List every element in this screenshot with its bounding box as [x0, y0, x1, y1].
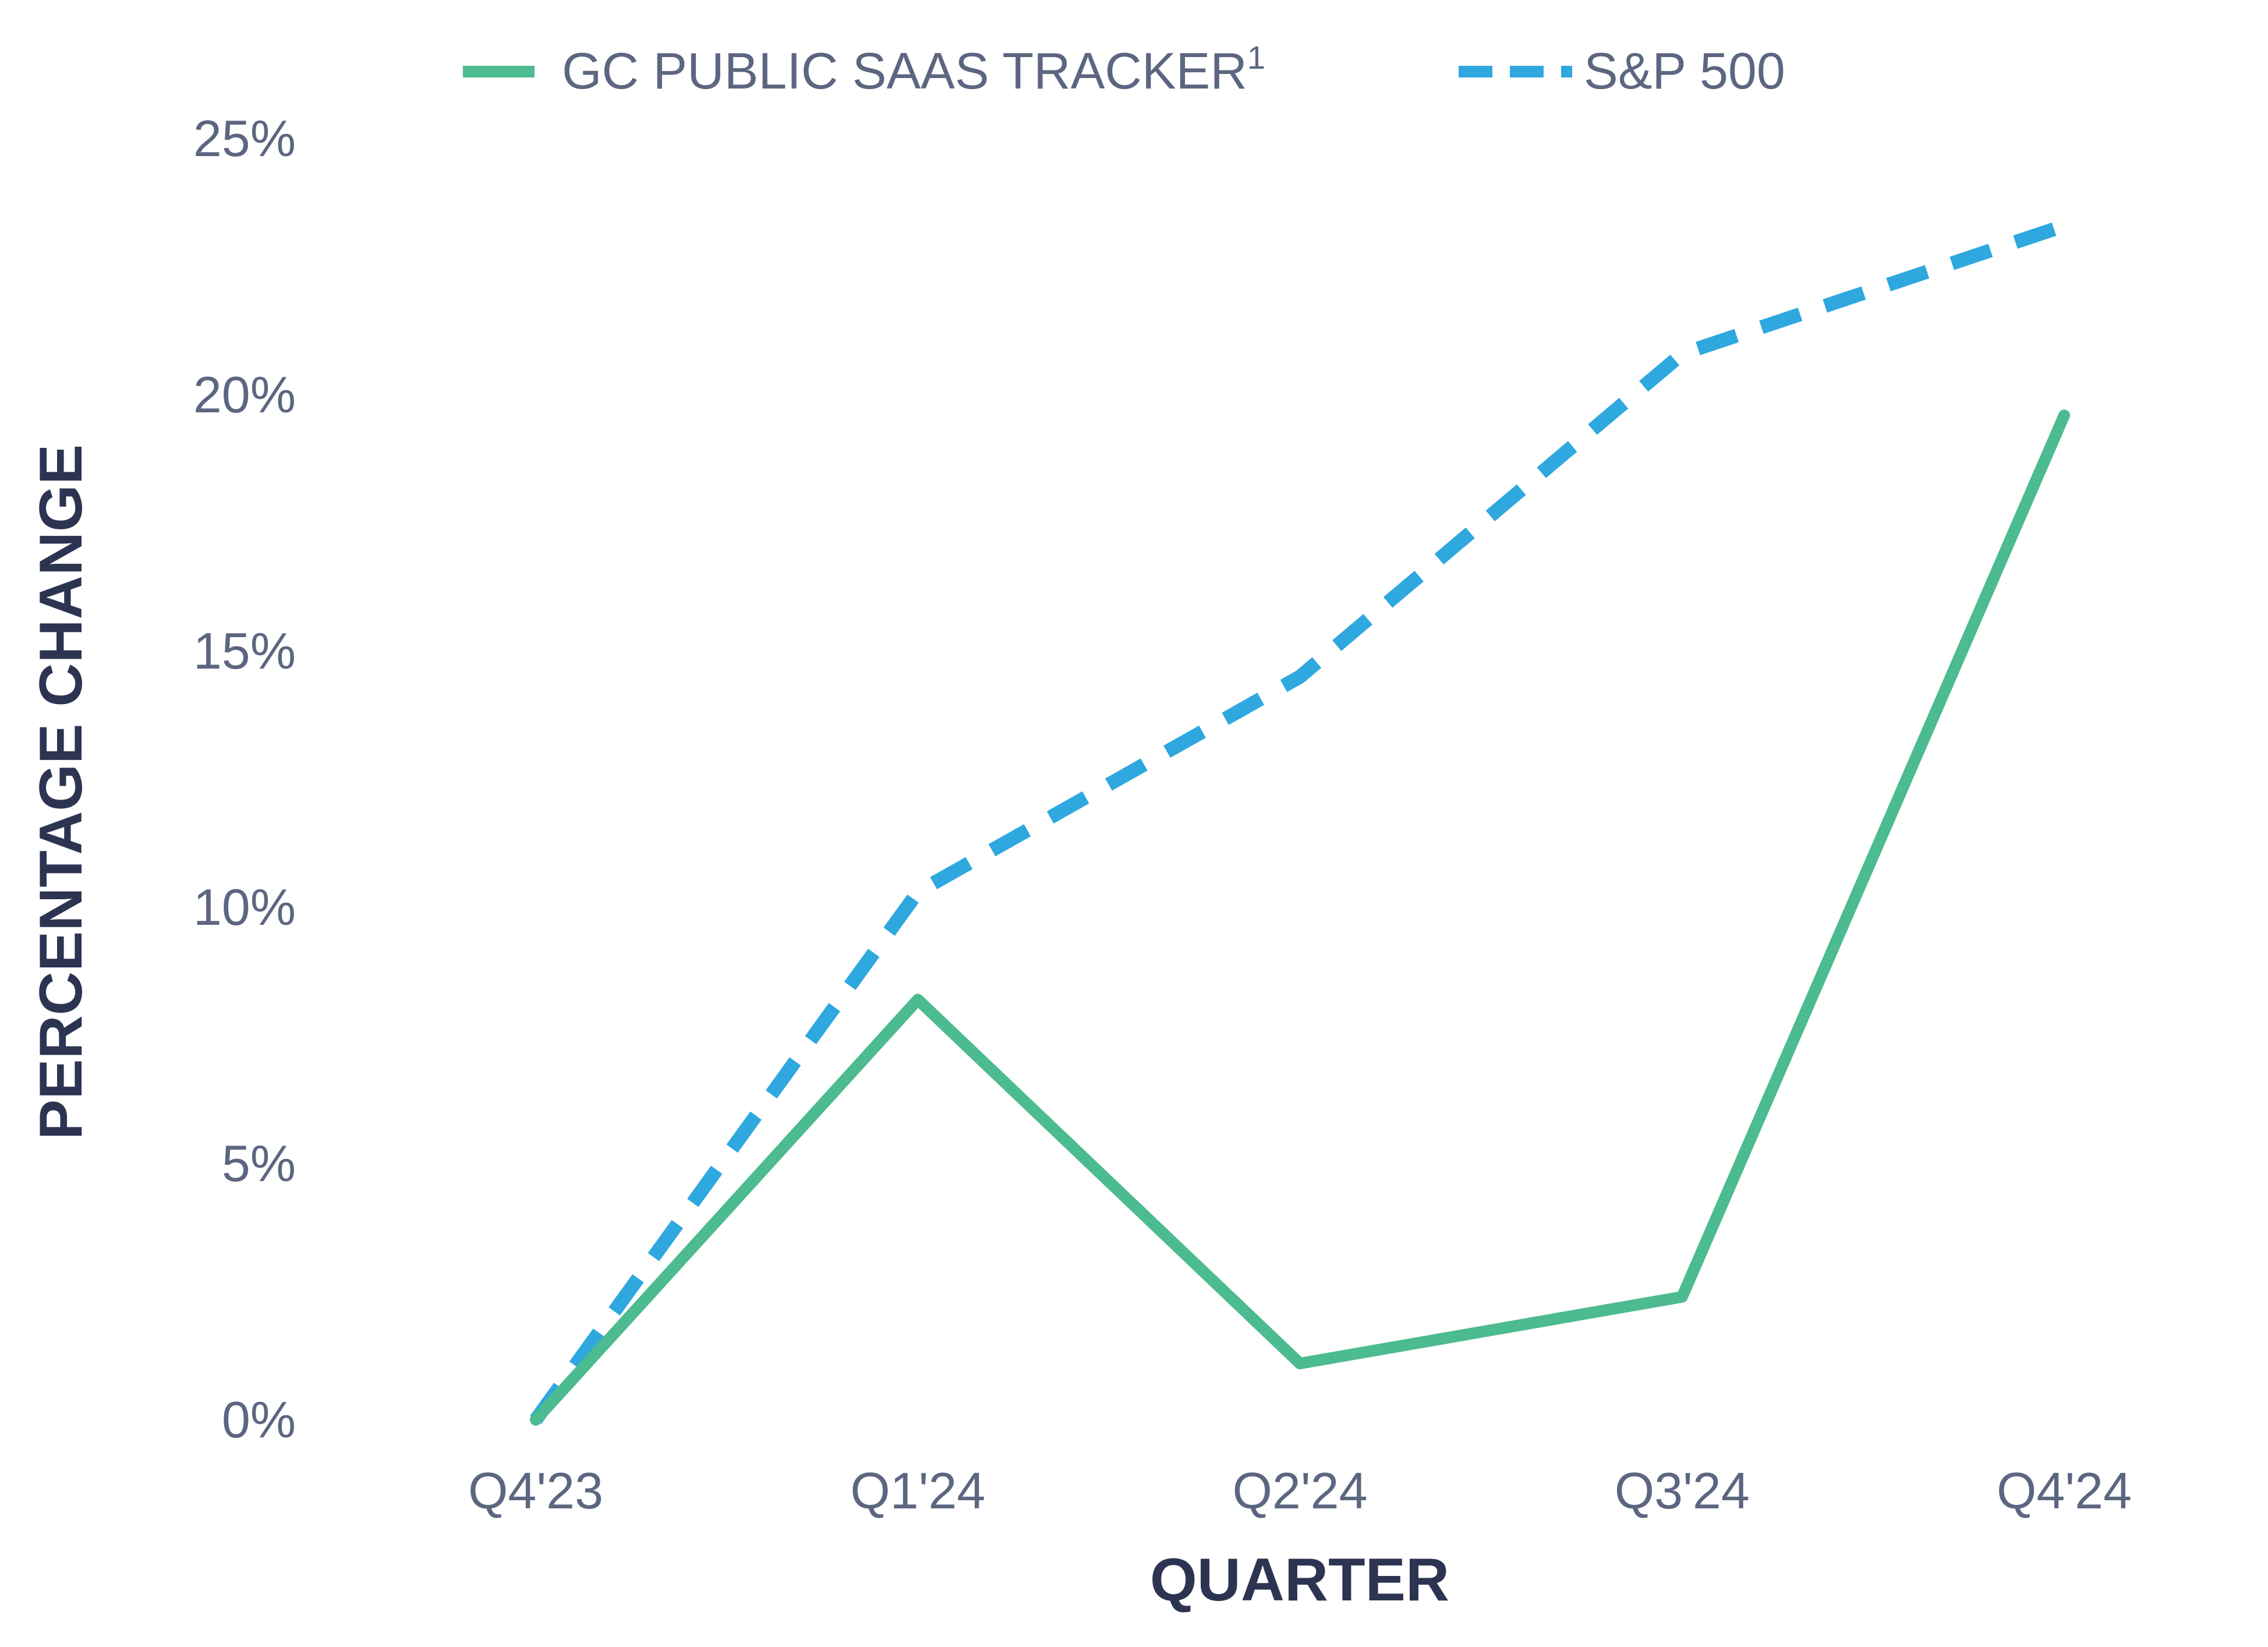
y-axis-ticks: 0% 5% 10% 15% 20% 25% — [193, 109, 296, 1448]
series-layer — [530, 219, 2070, 1426]
y-tick-label: 25% — [193, 109, 296, 167]
legend-label-sp500: S&P 500 — [1584, 42, 1785, 100]
x-axis-title: QUARTER — [1150, 1546, 1449, 1614]
legend: GC PUBLIC SAAS TRACKER1 S&P 500 — [463, 39, 1785, 100]
x-axis-ticks: Q4'23 Q1'24 Q2'24 Q3'24 Q4'24 — [468, 1462, 2132, 1519]
legend-item-sp500: S&P 500 — [1459, 42, 1785, 100]
x-tick-label: Q3'24 — [1615, 1462, 1750, 1519]
x-tick-label: Q4'23 — [468, 1462, 603, 1519]
legend-label-gc-saas-tracker: GC PUBLIC SAAS TRACKER1 — [562, 39, 1265, 100]
y-tick-label: 20% — [193, 366, 296, 423]
series-line-sp500 — [530, 219, 2067, 1425]
x-tick-label: Q2'24 — [1232, 1462, 1367, 1519]
legend-superscript: 1 — [1247, 39, 1265, 76]
x-tick-label: Q1'24 — [850, 1462, 985, 1519]
x-tick-label: Q4'24 — [1997, 1462, 2132, 1519]
y-tick-label: 15% — [193, 622, 296, 680]
y-tick-label: 0% — [222, 1391, 296, 1448]
legend-item-gc-saas-tracker: GC PUBLIC SAAS TRACKER1 — [463, 39, 1265, 100]
y-tick-label: 10% — [193, 878, 296, 936]
series-line-gc-saas-tracker — [530, 409, 2070, 1426]
y-tick-label: 5% — [222, 1134, 296, 1192]
y-axis-title: PERCENTAGE CHANGE — [27, 444, 95, 1140]
